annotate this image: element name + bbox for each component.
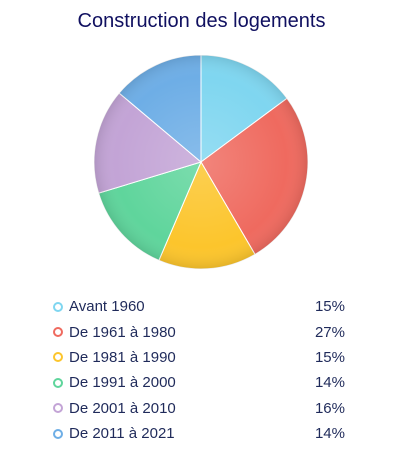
legend-label: De 2001 à 2010: [69, 399, 176, 417]
legend-label: De 1991 à 2000: [69, 374, 176, 392]
legend-label: De 2011 à 2021: [69, 425, 175, 443]
legend-marker-icon: [53, 403, 63, 414]
legend-value: 16%: [314, 399, 345, 417]
legend-item: De 1961 à 1980 27%: [53, 319, 345, 344]
legend-marker-icon: [53, 428, 63, 439]
pie-chart: [93, 54, 309, 270]
legend-marker-icon: [53, 352, 63, 363]
legend-marker-icon: [53, 301, 63, 312]
legend-item: De 1991 à 2000 14%: [53, 370, 345, 395]
legend-item: De 1981 à 1990 15%: [53, 345, 345, 370]
legend: Avant 1960 15% De 1961 à 1980 27% De 198…: [53, 294, 345, 446]
legend-label: De 1981 à 1990: [69, 348, 176, 366]
legend-label: De 1961 à 1980: [69, 323, 176, 341]
legend-marker-icon: [53, 377, 63, 388]
legend-value: 14%: [314, 374, 345, 392]
legend-label: Avant 1960: [69, 298, 145, 316]
legend-marker-icon: [53, 327, 63, 338]
legend-item: De 2001 à 2010 16%: [53, 396, 345, 421]
legend-item: De 2011 à 2021 14%: [53, 421, 345, 446]
legend-value: 14%: [314, 425, 345, 443]
legend-value: 15%: [314, 298, 345, 316]
legend-item: Avant 1960 15%: [53, 294, 345, 319]
legend-value: 15%: [314, 348, 345, 366]
legend-value: 27%: [314, 323, 345, 341]
chart-title: Construction des logements: [77, 10, 326, 32]
